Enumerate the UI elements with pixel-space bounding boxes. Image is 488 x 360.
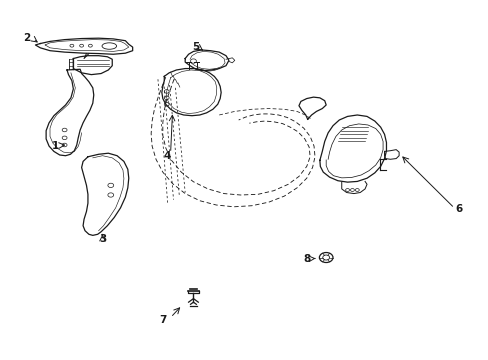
Text: 8: 8 bbox=[303, 254, 310, 264]
Text: 5: 5 bbox=[192, 42, 199, 52]
Text: 3: 3 bbox=[99, 234, 106, 244]
Text: 6: 6 bbox=[455, 204, 462, 214]
Text: 2: 2 bbox=[23, 33, 30, 43]
Text: 4: 4 bbox=[163, 152, 171, 161]
Text: 7: 7 bbox=[159, 315, 166, 325]
Text: 1: 1 bbox=[52, 141, 60, 151]
